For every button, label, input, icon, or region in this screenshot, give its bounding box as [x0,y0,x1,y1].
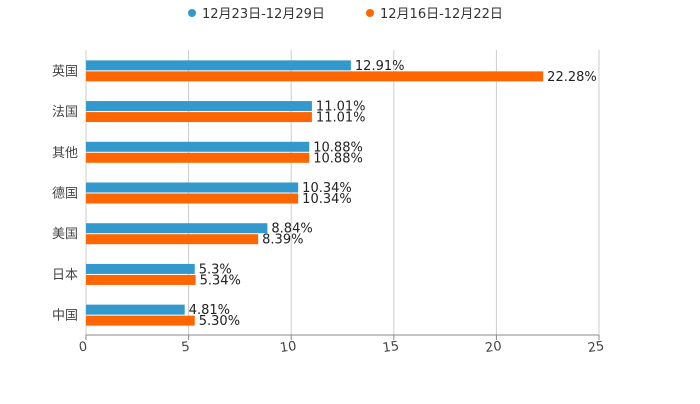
data-label: 10.88% [313,140,363,155]
data-label: 8.39% [262,233,303,248]
x-tick-label: 5 [181,339,191,355]
bar [86,101,312,112]
data-label: 11.01% [316,100,366,115]
legend-label: 12月16日-12月22日 [380,7,503,22]
legend-label: 12月23日-12月29日 [202,7,325,22]
data-label: 10.34% [302,181,352,196]
data-label: 10.88% [313,151,363,166]
x-axis: 0 5 10 15 20 25 [78,334,605,356]
bar [86,141,310,152]
bar [86,60,351,71]
bar [86,152,310,163]
bar [86,263,195,274]
bar [86,223,268,234]
bar [86,234,259,245]
category-label: 日本 [52,268,78,283]
bar [86,71,544,82]
category-label: 英国 [52,64,78,79]
data-label: 22.28% [547,70,597,85]
bar [86,112,312,123]
bar [86,304,185,315]
category-label: 法国 [52,105,78,120]
x-tick-label: 20 [484,339,502,356]
data-label: 11.01% [316,111,366,126]
x-tick-label: 25 [587,339,605,356]
bar [86,182,299,193]
category-label: 美国 [52,227,78,242]
x-tick-label: 15 [382,339,400,356]
data-label: 8.84% [271,222,312,237]
data-label: 10.34% [302,192,352,207]
legend: 12月23日-12月29日 12月16日-12月22日 [188,7,503,22]
bars: 12.91% 22.28% 11.01%11.01% 10.88%10.88% 10.3… [86,59,597,329]
bar [86,193,299,204]
x-tick-label: 10 [279,339,297,356]
x-tick-label: 0 [78,339,88,355]
category-label: 其他 [52,146,78,161]
bar [86,315,195,326]
category-label: 德国 [52,187,78,202]
bar [86,274,196,285]
data-label: 5.30% [199,314,240,329]
data-label: 5.3% [199,262,232,277]
legend-marker [366,9,374,17]
category-label: 中国 [52,309,78,324]
data-label: 5.34% [200,273,241,288]
legend-marker [188,9,196,17]
data-label: 12.91% [355,59,405,74]
data-label: 4.81% [189,303,230,318]
